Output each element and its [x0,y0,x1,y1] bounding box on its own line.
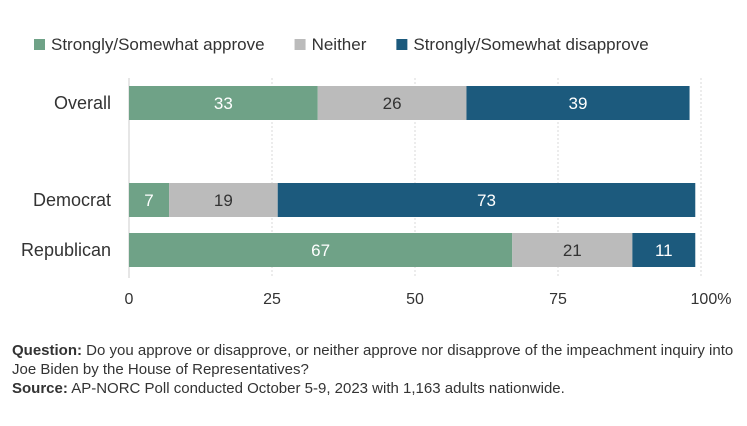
x-tick-label: 75 [549,291,567,308]
bar-segment [129,86,318,120]
bar-segment [466,86,690,120]
question-note: Question: Do you approve or disapprove, … [12,341,737,379]
legend-label: Strongly/Somewhat disapprove [413,35,648,54]
category-label: Democrat [33,190,111,210]
legend-label: Strongly/Somewhat approve [51,35,265,54]
category-label: Overall [54,93,111,113]
bar-value-label: 11 [655,241,673,260]
legend-swatch [294,39,306,50]
legend-swatch [396,39,408,50]
bar-value-label: 39 [569,94,588,113]
bar-segment [169,183,278,217]
bar-value-label: 19 [214,191,233,210]
x-tick-label: 25 [263,291,281,308]
bar-row: 67 21 11 [129,233,696,267]
source-text: AP-NORC Poll conducted October 5-9, 2023… [71,380,565,397]
bar-segment [129,233,513,267]
bar-row: 33 26 39 [129,86,690,120]
question-label: Question: [12,342,82,359]
bar-segment [632,233,696,267]
bar-value-label: 7 [144,191,153,210]
question-text: Do you approve or disapprove, or neither… [12,342,734,378]
bar-segment [317,86,467,120]
bar-value-label: 67 [311,241,330,260]
legend-label: Neither [312,35,367,54]
category-label: Republican [21,240,111,260]
bar-value-label: 33 [214,94,233,113]
source-note: Source: AP-NORC Poll conducted October 5… [12,379,737,398]
legend-swatch [34,39,45,50]
bar-segment [129,183,170,217]
bar-row: 7 19 73 [129,183,696,217]
chart-footnote: Question: Do you approve or disapprove, … [12,341,737,398]
x-tick-label: 100% [691,291,732,308]
bar-segment [512,233,633,267]
x-tick-labels: 0 25 50 75 100% [125,291,732,308]
source-label: Source: [12,380,68,397]
legend: Strongly/Somewhat approve Neither Strongly… [34,35,649,54]
stacked-bar-chart: 0 25 50 75 100% Overall 33 26 39 Democrat 7 19 73 Rep… [21,35,732,308]
bar-value-label: 26 [383,94,402,113]
bar-value-label: 21 [563,241,582,260]
bar-segment [277,183,696,217]
x-tick-label: 50 [406,291,424,308]
bar-value-label: 73 [477,191,496,210]
x-tick-label: 0 [125,291,134,308]
